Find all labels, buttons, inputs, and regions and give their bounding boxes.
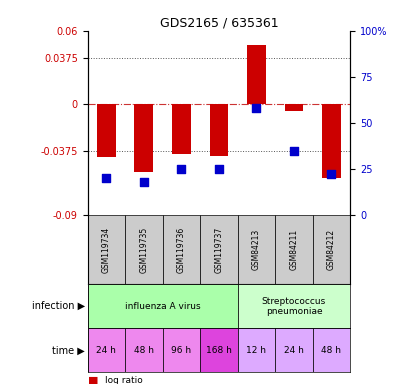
Bar <box>322 104 341 178</box>
Point <box>216 166 222 172</box>
Bar <box>247 45 266 104</box>
Bar <box>238 284 350 328</box>
Text: GSM119736: GSM119736 <box>177 227 186 273</box>
Text: time ▶: time ▶ <box>52 345 85 356</box>
Bar <box>172 104 191 154</box>
Text: 48 h: 48 h <box>134 346 154 355</box>
Text: GSM119734: GSM119734 <box>102 227 111 273</box>
Bar <box>209 104 228 156</box>
Bar <box>313 328 350 372</box>
Point <box>328 171 335 177</box>
Text: infection ▶: infection ▶ <box>32 301 85 311</box>
Bar <box>238 328 275 372</box>
Text: GSM84213: GSM84213 <box>252 229 261 270</box>
Bar <box>88 284 238 328</box>
Bar <box>163 215 200 284</box>
Bar <box>275 328 313 372</box>
Point <box>178 166 185 172</box>
Text: 24 h: 24 h <box>284 346 304 355</box>
Bar <box>125 328 163 372</box>
Point <box>291 147 297 154</box>
Bar <box>285 104 303 111</box>
Bar <box>88 215 125 284</box>
Text: 48 h: 48 h <box>322 346 341 355</box>
Text: log ratio: log ratio <box>105 376 143 384</box>
Text: 12 h: 12 h <box>246 346 266 355</box>
Text: GSM119737: GSM119737 <box>215 227 223 273</box>
Bar <box>238 215 275 284</box>
Bar <box>97 104 116 157</box>
Bar <box>163 328 200 372</box>
Point <box>253 105 259 111</box>
Text: influenza A virus: influenza A virus <box>125 302 201 311</box>
Title: GDS2165 / 635361: GDS2165 / 635361 <box>160 17 278 30</box>
Point <box>103 175 109 181</box>
Text: Streptococcus
pneumoniae: Streptococcus pneumoniae <box>262 296 326 316</box>
Text: GSM119735: GSM119735 <box>139 227 148 273</box>
Bar <box>135 104 153 172</box>
Bar <box>313 215 350 284</box>
Bar <box>275 215 313 284</box>
Text: ■: ■ <box>88 375 98 384</box>
Text: GSM84212: GSM84212 <box>327 229 336 270</box>
Bar <box>88 328 125 372</box>
Bar <box>200 328 238 372</box>
Text: GSM84211: GSM84211 <box>289 229 298 270</box>
Bar <box>125 215 163 284</box>
Point <box>140 179 147 185</box>
Bar <box>200 215 238 284</box>
Text: 24 h: 24 h <box>96 346 116 355</box>
Text: 96 h: 96 h <box>171 346 191 355</box>
Text: 168 h: 168 h <box>206 346 232 355</box>
